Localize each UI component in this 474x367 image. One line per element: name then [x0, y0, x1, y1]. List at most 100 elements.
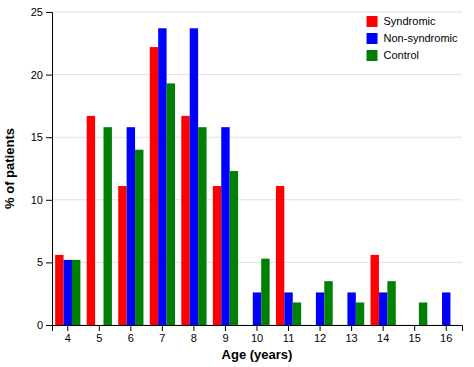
x-tick-mark	[351, 325, 352, 331]
bar	[419, 302, 427, 325]
bar	[261, 259, 269, 325]
bar	[284, 292, 292, 325]
x-tick: 12	[314, 325, 326, 344]
grid-line	[52, 12, 462, 13]
y-tick-mark	[46, 75, 52, 76]
x-tick: 5	[96, 325, 102, 344]
x-tick-mark	[446, 325, 447, 331]
x-tick: 8	[191, 325, 197, 344]
x-tick: 7	[159, 325, 165, 344]
bar	[434, 325, 442, 326]
bar	[127, 127, 135, 325]
bar	[324, 281, 332, 325]
x-tick: 4	[65, 325, 71, 344]
y-tick: 5	[37, 256, 52, 268]
bar	[167, 83, 175, 325]
bar	[244, 325, 252, 326]
y-tick-mark	[46, 325, 52, 326]
legend-label: Non-syndromic	[384, 32, 458, 44]
y-tick-label: 20	[31, 69, 43, 81]
bar	[371, 255, 379, 325]
x-tick: 14	[377, 325, 389, 344]
grid-line	[52, 137, 462, 138]
bar	[339, 325, 347, 326]
x-tick-label: 13	[345, 332, 357, 344]
bar	[387, 281, 395, 325]
y-tick-label: 15	[31, 131, 43, 143]
x-tick-label: 16	[440, 332, 452, 344]
legend-item: Control	[367, 49, 419, 61]
x-axis-line	[53, 326, 463, 332]
y-tick-mark	[46, 262, 52, 263]
y-axis: 0 5 10 15 20 25	[31, 6, 53, 331]
x-tick-mark	[320, 325, 321, 331]
bars	[55, 28, 450, 325]
x-tick-mark	[130, 325, 131, 331]
x-axis: 4 5 6 7 8 9 10 11 12 13 14 15 16	[53, 325, 463, 344]
chart: 4 5 6 7 8 9 10 11 12 13 14 15 16 0 5 10 15 20 25 Syndromic N…	[0, 0, 474, 367]
legend-label: Control	[384, 49, 419, 61]
x-tick: 16	[440, 325, 452, 344]
x-tick-mark	[257, 325, 258, 331]
bar	[95, 325, 103, 326]
x-tick-mark	[383, 325, 384, 331]
bar	[190, 28, 198, 325]
x-tick-mark	[225, 325, 226, 331]
bar	[55, 255, 63, 325]
bar	[181, 116, 189, 325]
bar	[118, 186, 126, 325]
legend-swatch	[367, 50, 378, 61]
bar-series	[55, 47, 379, 325]
x-tick: 13	[345, 325, 357, 344]
y-tick: 20	[31, 69, 52, 81]
bar	[379, 292, 387, 325]
x-tick-label: 4	[65, 332, 71, 344]
legend: Syndromic Non-syndromic Control	[367, 15, 458, 61]
plot-area: 4 5 6 7 8 9 10 11 12 13 14 15 16 0 5 10 15 20 25 Syndromic N…	[31, 6, 463, 344]
x-tick-mark	[162, 325, 163, 331]
bar	[213, 186, 221, 325]
x-tick-label: 8	[191, 332, 197, 344]
x-tick: 15	[409, 325, 421, 344]
grid	[52, 12, 462, 325]
bar	[64, 260, 72, 325]
bar	[150, 47, 158, 325]
y-tick-label: 10	[31, 194, 43, 206]
x-tick: 6	[128, 325, 134, 344]
y-tick-mark	[46, 137, 52, 138]
y-tick: 10	[31, 194, 52, 206]
y-tick-label: 0	[37, 319, 43, 331]
x-tick-mark	[288, 325, 289, 331]
x-tick-label: 9	[222, 332, 228, 344]
bar-series	[72, 83, 427, 325]
x-tick-label: 15	[409, 332, 421, 344]
x-tick-label: 14	[377, 332, 389, 344]
legend-label: Syndromic	[384, 15, 436, 27]
bar	[135, 150, 143, 325]
grid-line	[52, 199, 462, 200]
bar	[347, 292, 355, 325]
bar	[307, 325, 315, 326]
x-tick-mark	[193, 325, 194, 331]
y-tick: 15	[31, 131, 52, 143]
bar	[402, 325, 410, 326]
y-axis-title: % of patients	[2, 128, 17, 209]
bar	[72, 260, 80, 325]
bar	[221, 127, 229, 325]
legend-swatch	[367, 16, 378, 27]
bar	[356, 302, 364, 325]
bar	[450, 325, 458, 326]
x-tick-mark	[67, 325, 68, 331]
bar	[104, 127, 112, 325]
y-tick: 25	[31, 6, 52, 18]
x-tick-label: 7	[159, 332, 165, 344]
bar	[410, 325, 418, 326]
x-tick-label: 12	[314, 332, 326, 344]
y-tick: 0	[37, 319, 52, 331]
legend-item: Syndromic	[367, 15, 436, 27]
bar	[158, 28, 166, 325]
x-tick: 10	[251, 325, 263, 344]
grid-line	[52, 74, 462, 75]
x-tick-label: 11	[283, 332, 294, 344]
x-tick-label: 10	[251, 332, 263, 344]
